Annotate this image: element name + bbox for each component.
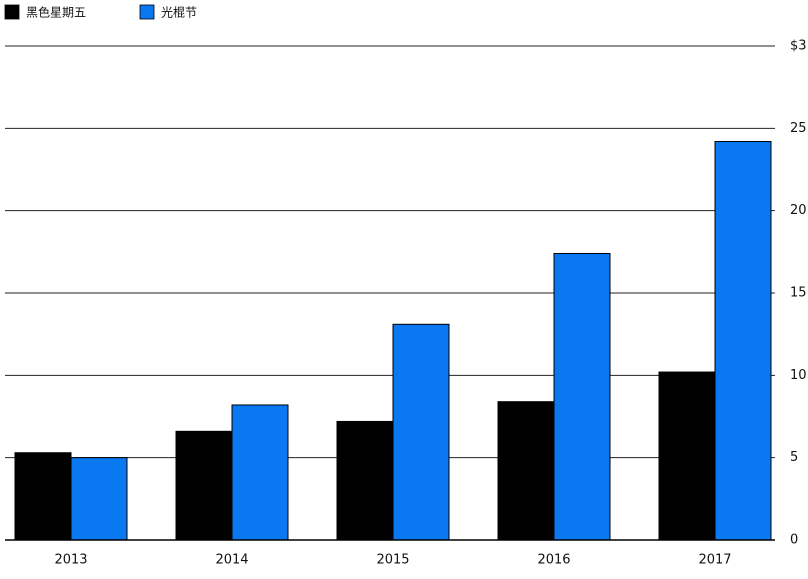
bar xyxy=(14,452,72,541)
y-tick-label: 25 xyxy=(790,121,807,136)
y-tick-label: 15 xyxy=(790,286,807,301)
bar xyxy=(336,420,394,541)
bar xyxy=(497,401,555,541)
y-tick-label: 20 xyxy=(790,203,807,218)
legend-label: 黑色星期五 xyxy=(26,6,86,20)
bar xyxy=(658,371,716,541)
x-tick-label: 2017 xyxy=(698,553,731,568)
x-tick-label: 2014 xyxy=(215,553,248,568)
bar xyxy=(231,404,289,541)
legend-label: 光棍节 xyxy=(161,6,197,20)
x-tick-label: 2016 xyxy=(537,553,570,568)
y-tick-label: 0 xyxy=(790,533,798,548)
y-tick-label: $3 xyxy=(790,39,807,54)
bar xyxy=(553,252,611,541)
legend-swatch xyxy=(4,4,20,20)
bar xyxy=(175,430,233,541)
bar xyxy=(70,457,128,541)
y-tick-label: 5 xyxy=(790,450,798,465)
legend-swatch xyxy=(139,4,155,20)
x-tick-label: 2013 xyxy=(54,553,87,568)
x-tick-label: 2015 xyxy=(376,553,409,568)
y-tick-label: 10 xyxy=(790,368,807,383)
bar xyxy=(714,141,772,541)
bar xyxy=(392,323,450,541)
